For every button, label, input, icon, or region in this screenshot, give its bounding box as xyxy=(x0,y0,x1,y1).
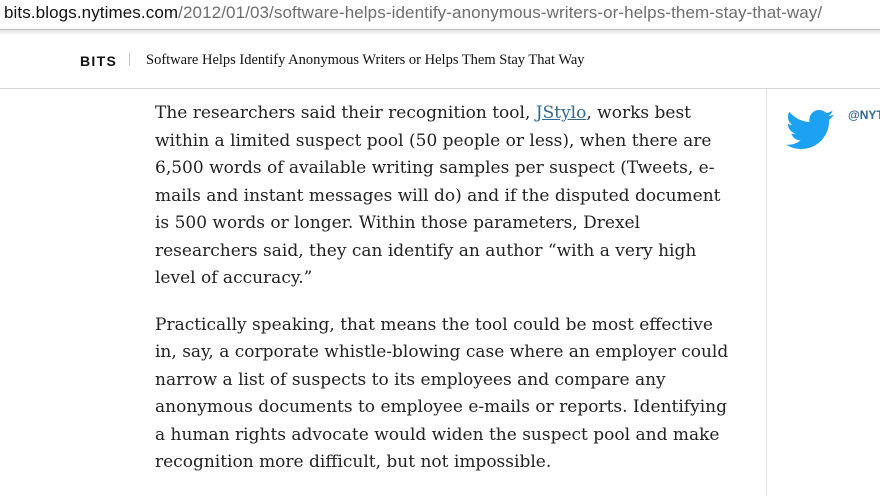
twitter-handle-link[interactable]: @NYT xyxy=(848,108,880,122)
paragraph-text: , works best within a limited suspect po… xyxy=(155,103,721,288)
url-host: bits.blogs.nytimes.com xyxy=(4,3,179,22)
url-path: /2012/01/03/software-helps-identify-anon… xyxy=(178,3,823,22)
right-rail-divider xyxy=(766,89,767,496)
browser-shadow xyxy=(0,30,880,36)
section-label[interactable]: BITS xyxy=(80,53,118,69)
url-text[interactable]: bits.blogs.nytimes.com/2012/01/03/softwa… xyxy=(4,3,822,23)
site-header-bar: BITS Software Helps Identify Anonymous W… xyxy=(0,36,880,89)
page-title: Software Helps Identify Anonymous Writer… xyxy=(146,52,585,68)
header-divider xyxy=(129,53,130,66)
paragraph-text: The researchers said their recognition t… xyxy=(155,103,536,123)
article-paragraph: The researchers said their recognition t… xyxy=(155,100,735,293)
article-paragraph: Practically speaking, that means the too… xyxy=(155,314,729,473)
jstylo-link[interactable]: JStylo xyxy=(535,103,587,123)
browser-address-bar[interactable]: bits.blogs.nytimes.com/2012/01/03/softwa… xyxy=(0,0,880,30)
twitter-bird-icon[interactable] xyxy=(786,110,834,150)
article-body: The researchers said their recognition t… xyxy=(155,100,735,496)
